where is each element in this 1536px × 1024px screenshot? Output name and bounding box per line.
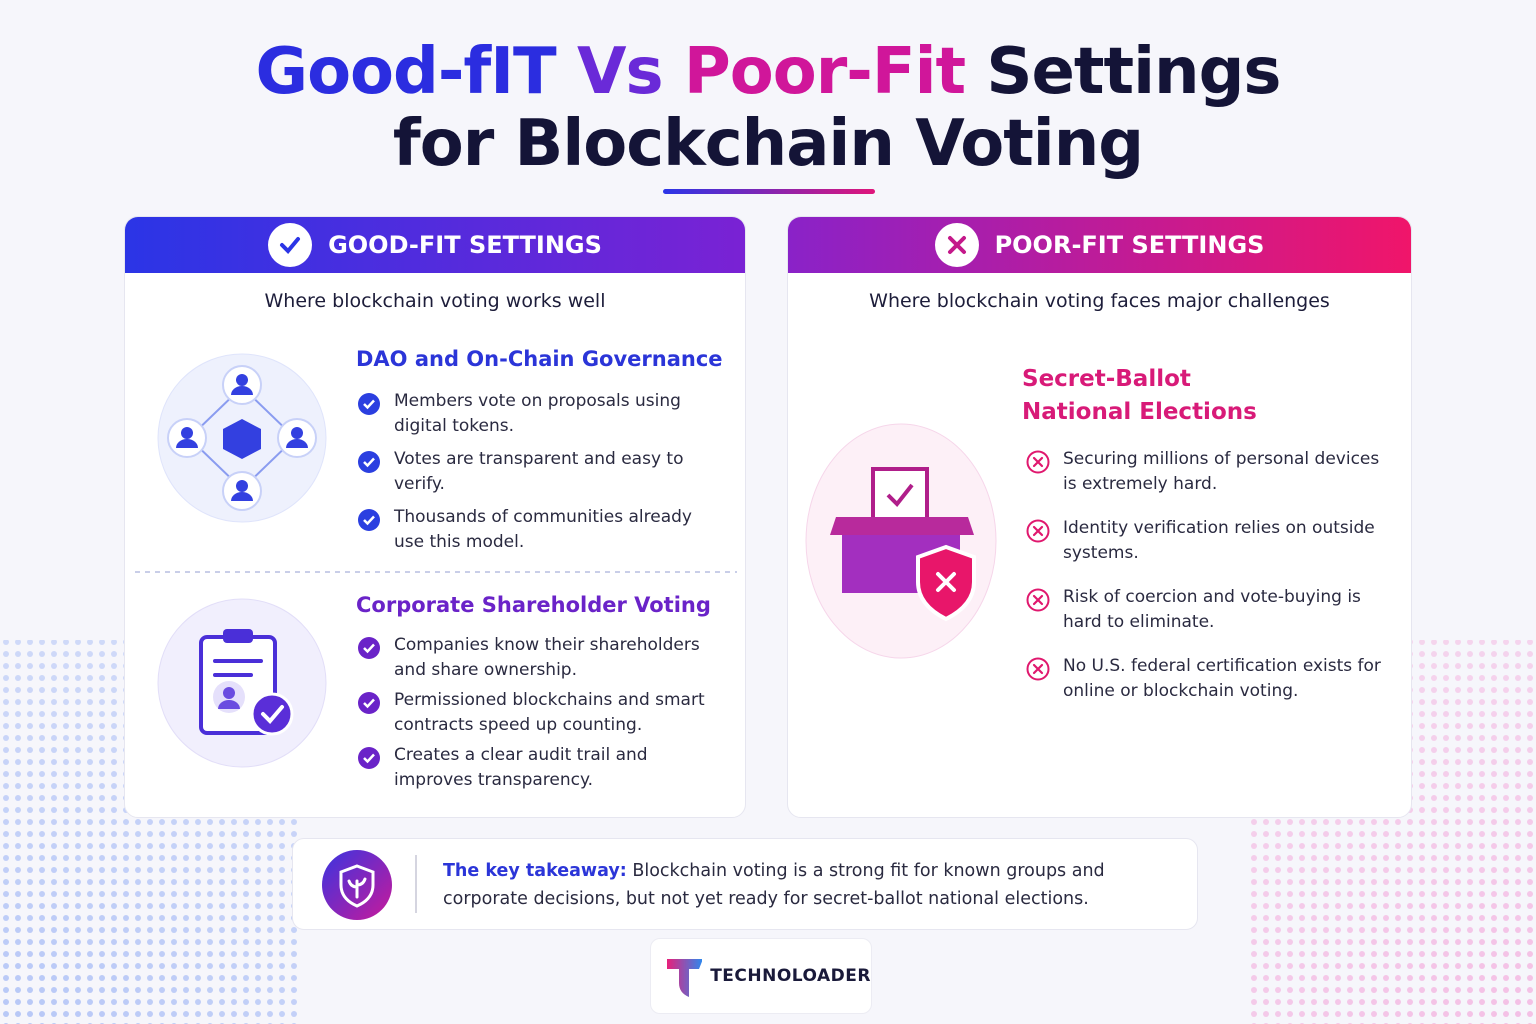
item-text: Members vote on proposals using digital … xyxy=(394,391,681,436)
list-item: Members vote on proposals using digital … xyxy=(358,389,694,439)
good-card: GOOD-FIT SETTINGS Where blockchain votin… xyxy=(124,216,746,818)
x-bullet xyxy=(1026,450,1050,474)
takeaway-text: The key takeaway: Blockchain voting is a… xyxy=(443,857,1143,913)
title-line1: Good-fIT Vs Poor-Fit Settings xyxy=(0,40,1536,104)
list-item: Identity verification relies on outside … xyxy=(1026,516,1393,566)
x-icon xyxy=(934,223,979,267)
check-bullet xyxy=(358,509,380,531)
title-part: Settings xyxy=(986,35,1281,109)
divider xyxy=(415,855,417,913)
check-bullet xyxy=(358,393,380,415)
takeaway-box: The key takeaway: Blockchain voting is a… xyxy=(292,838,1198,930)
header-text: GOOD-FIT SETTINGS xyxy=(328,231,602,259)
item-text: Permissioned blockchains and smart contr… xyxy=(394,690,705,735)
x-bullet xyxy=(1026,519,1050,543)
check-bullet xyxy=(358,692,380,714)
title-line2: for Blockchain Voting xyxy=(392,107,1144,181)
list-item: Thousands of communities already use thi… xyxy=(358,505,694,555)
shield-icon xyxy=(322,850,392,920)
check-bullet xyxy=(358,637,380,659)
ballot-icon xyxy=(805,423,997,659)
takeaway-label: The key takeaway: xyxy=(443,861,627,881)
x-bullet xyxy=(1026,657,1050,681)
item-list: Securing millions of personal devices is… xyxy=(1026,447,1393,723)
item-text: Risk of coercion and vote-buying is hard… xyxy=(1063,587,1361,632)
check-bullet xyxy=(358,747,380,769)
item-text: Securing millions of personal devices is… xyxy=(1063,449,1380,494)
section-heading: Secret-Ballot National Elections xyxy=(1022,366,1257,425)
list-item: Risk of coercion and vote-buying is hard… xyxy=(1026,585,1393,635)
item-text: Identity verification relies on outside … xyxy=(1063,518,1375,563)
header-text: POOR-FIT SETTINGS xyxy=(994,231,1265,259)
section-heading: DAO and On-Chain Governance xyxy=(356,347,723,371)
item-text: No U.S. federal certification exists for… xyxy=(1063,656,1381,701)
subtitle: Where blockchain voting works well xyxy=(264,290,606,312)
x-bullet xyxy=(1026,588,1050,612)
poor-card: POOR-FIT SETTINGS Where blockchain votin… xyxy=(787,216,1412,818)
good-header: GOOD-FIT SETTINGS xyxy=(125,217,745,273)
item-list: Members vote on proposals using digital … xyxy=(358,389,694,563)
list-item: Companies know their shareholders and sh… xyxy=(358,633,724,683)
list-item: Creates a clear audit trail and improves… xyxy=(358,743,724,793)
good-icons xyxy=(135,353,737,768)
list-item: Permissioned blockchains and smart contr… xyxy=(358,688,724,738)
item-list: Companies know their shareholders and sh… xyxy=(358,633,724,798)
brand-box: TECHNOLOADER xyxy=(650,938,872,1014)
check-bullet xyxy=(358,451,380,473)
title-part: Good-fIT xyxy=(255,35,557,109)
item-text: Companies know their shareholders and sh… xyxy=(394,635,700,680)
brand-name: TECHNOLOADER xyxy=(710,966,871,986)
title-part: Poor-Fit xyxy=(683,35,966,109)
list-item: Votes are transparent and easy to verify… xyxy=(358,447,694,497)
item-text: Votes are transparent and easy to verify… xyxy=(394,449,684,494)
title-part: Vs xyxy=(576,35,664,109)
list-item: No U.S. federal certification exists for… xyxy=(1026,654,1393,704)
title-underline xyxy=(663,189,875,194)
item-text: Thousands of communities already use thi… xyxy=(394,507,692,552)
list-item: Securing millions of personal devices is… xyxy=(1026,447,1393,497)
poor-header: POOR-FIT SETTINGS xyxy=(788,217,1411,273)
takeaway-body: Blockchain voting is a strong fit for kn… xyxy=(443,861,1105,909)
check-icon xyxy=(268,223,313,267)
subtitle: Where blockchain voting faces major chal… xyxy=(869,290,1330,312)
section-heading: Corporate Shareholder Voting xyxy=(356,593,711,617)
item-text: Creates a clear audit trail and improves… xyxy=(394,745,648,790)
brand-logo xyxy=(667,959,703,997)
